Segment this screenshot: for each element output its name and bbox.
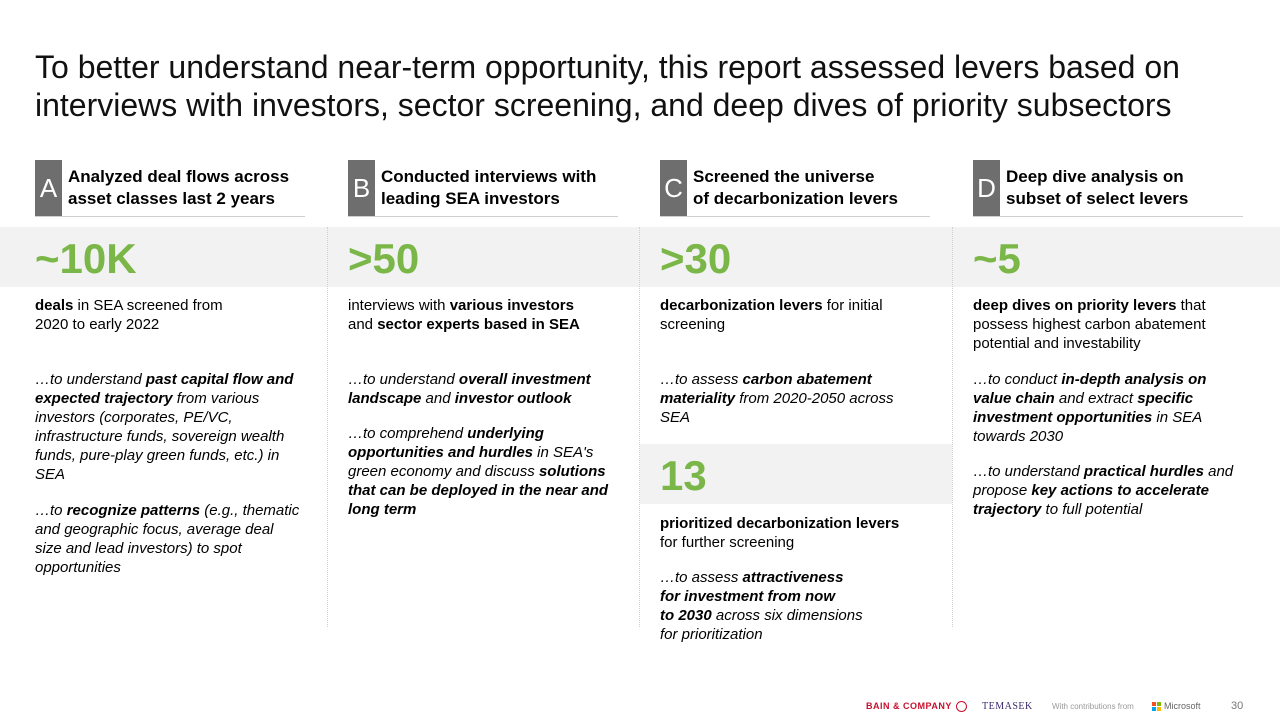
column-heading: Deep dive analysis on subset of select l…	[1006, 167, 1189, 208]
column-a-note-1: …to understand past capital flow and exp…	[35, 371, 294, 483]
column-a-header: A Analyzed deal flows across asset class…	[35, 160, 305, 217]
column-b-description: interviews with various investors and se…	[348, 297, 580, 333]
column-heading: Analyzed deal flows across asset classes…	[68, 167, 290, 208]
column-b-metric: >50	[348, 235, 420, 282]
column-divider	[952, 227, 953, 627]
microsoft-icon	[1152, 701, 1161, 711]
column-b-note-1: …to understand overall investment landsc…	[348, 371, 591, 407]
column-d-metric: ~5	[973, 235, 1021, 282]
column-a-metric: ~10K	[35, 235, 137, 282]
temasek-logo: TEMASEK	[982, 700, 1033, 712]
column-c-metric-2: 13	[660, 452, 707, 499]
contributions-text: With contributions from	[1052, 701, 1134, 711]
column-c-note-2: …to assess attractiveness for investment…	[660, 569, 863, 643]
column-c-metric: >30	[660, 235, 732, 282]
column-d-note-1: …to conduct in-depth analysis on value c…	[973, 371, 1207, 445]
page-title: To better understand near-term opportuni…	[35, 49, 1180, 123]
highlight-band-c2	[640, 444, 952, 504]
column-letter: B	[348, 160, 375, 216]
column-letter: C	[660, 160, 687, 216]
column-d-header: D Deep dive analysis on subset of select…	[973, 160, 1243, 217]
column-d-note-2: …to understand practical hurdles and pro…	[973, 463, 1234, 518]
column-c-note-1: …to assess carbon abatement materiality …	[660, 371, 894, 426]
column-divider	[639, 227, 640, 627]
column-divider	[327, 227, 328, 627]
bain-logo: BAIN & COMPANY	[866, 699, 967, 713]
column-b-header: B Conducted interviews with leading SEA …	[348, 160, 618, 217]
column-d-description: deep dives on priority levers that posse…	[973, 297, 1206, 352]
microsoft-label: Microsoft	[1164, 701, 1201, 711]
column-a-description: deals in SEA screened from 2020 to early…	[35, 297, 223, 333]
column-letter: A	[35, 160, 62, 216]
bain-mark-icon	[955, 700, 967, 712]
column-c-description-2: prioritized decarbonization levers for f…	[660, 515, 900, 551]
microsoft-logo: Microsoft	[1152, 699, 1201, 713]
column-c-description: decarbonization levers for initial scree…	[660, 297, 883, 333]
column-heading: Conducted interviews with leading SEA in…	[381, 167, 597, 208]
column-heading: Screened the universe of decarbonization…	[693, 167, 898, 208]
column-b-note-2: …to comprehend underlying opportunities …	[348, 425, 609, 518]
column-a-note-2: …to recognize patterns (e.g., thematic a…	[35, 502, 300, 576]
bain-logo-text: BAIN & COMPANY	[866, 701, 952, 711]
page-number: 30	[1231, 700, 1244, 712]
column-c-header: C Screened the universe of decarbonizati…	[660, 160, 930, 217]
highlight-band	[0, 227, 1280, 287]
column-letter: D	[973, 160, 1000, 216]
